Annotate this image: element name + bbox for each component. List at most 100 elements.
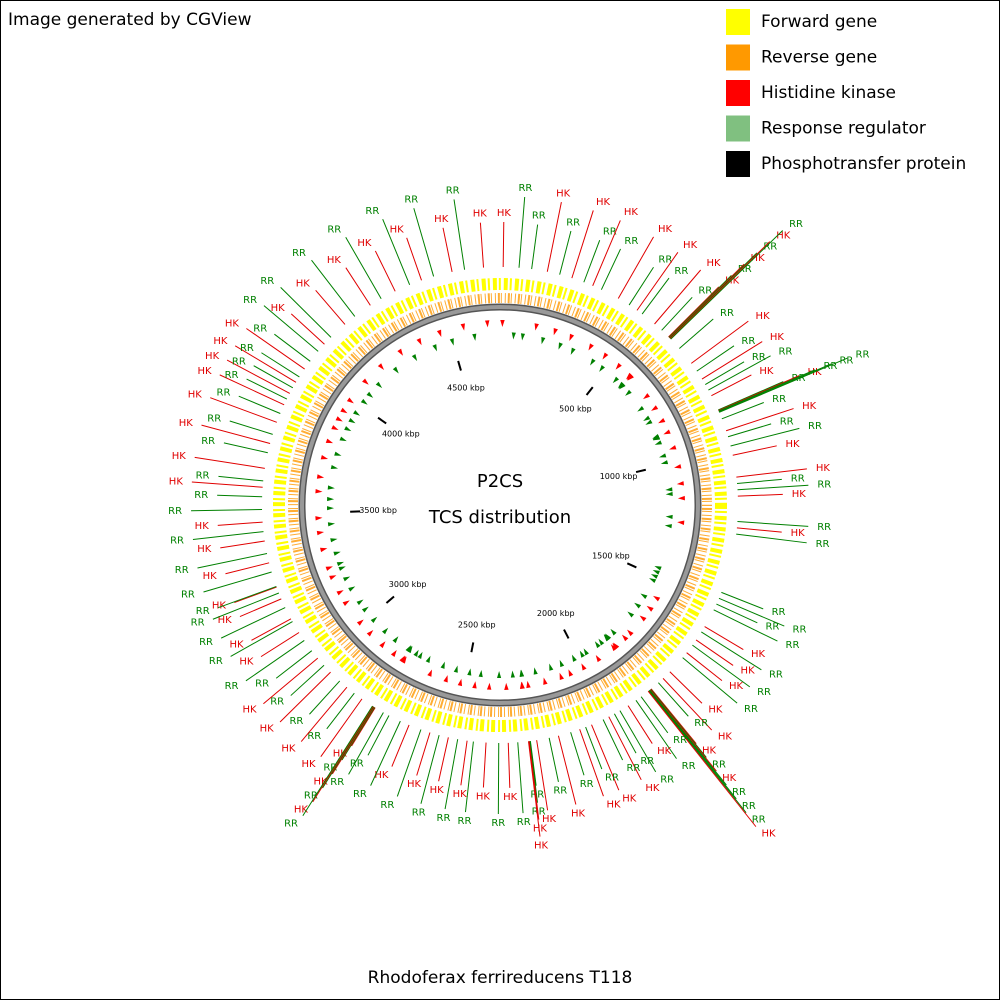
feature-line <box>320 698 363 758</box>
feature-line <box>223 442 268 454</box>
feature-label: RR <box>491 818 505 829</box>
feature-label: HK <box>333 749 348 760</box>
feature-line <box>518 196 526 268</box>
feature-marker <box>612 376 620 384</box>
feature-label: HK <box>776 230 791 241</box>
feature-label: RR <box>698 286 712 297</box>
tick-mark <box>457 360 462 371</box>
feature-line <box>619 710 657 773</box>
tick-mark <box>563 629 570 639</box>
feature-label: RR <box>225 370 239 381</box>
feature-line <box>345 237 382 300</box>
feature-line <box>529 741 539 803</box>
feature-marker <box>427 669 432 677</box>
feature-line <box>234 586 277 604</box>
feature-label: RR <box>605 772 619 783</box>
feature-line <box>192 531 264 541</box>
feature-label: HK <box>357 238 372 249</box>
feature-label: HK <box>242 705 257 716</box>
feature-label: HK <box>260 723 275 734</box>
feature-marker <box>353 410 361 416</box>
feature-marker <box>472 681 477 689</box>
feature-label: RR <box>791 474 805 485</box>
legend: Forward gene Reverse gene Histidine kinase… <box>726 9 966 177</box>
feature-label: RR <box>209 656 223 667</box>
feature-line <box>670 230 784 340</box>
feature-label: HK <box>606 800 621 811</box>
feature-line <box>300 686 348 742</box>
feature-line <box>696 345 735 372</box>
feature-line <box>279 671 331 723</box>
feature-line <box>531 224 539 270</box>
feature-label: RR <box>199 637 213 648</box>
feature-marker <box>571 654 577 662</box>
feature-label: HK <box>195 521 210 532</box>
tick-label: 3000 kbp <box>389 580 427 589</box>
feature-line <box>716 603 758 624</box>
feature-line <box>274 333 311 362</box>
feature-label: RR <box>327 224 341 235</box>
tick-mark <box>385 595 395 604</box>
feature-marker <box>627 611 635 618</box>
feature-marker <box>541 337 546 345</box>
feature-marker <box>453 665 458 673</box>
feature-label: HK <box>271 303 286 314</box>
feature-line <box>191 481 263 488</box>
feature-line <box>690 320 749 364</box>
feature-label: HK <box>645 783 660 794</box>
feature-label: HK <box>751 649 766 660</box>
feature-line <box>479 222 485 268</box>
feature-marker <box>665 491 673 497</box>
feature-label: HK <box>722 773 737 784</box>
tick-mark <box>470 642 475 653</box>
feature-marker <box>558 342 563 350</box>
feature-marker <box>327 522 336 527</box>
feature-line <box>382 218 411 286</box>
feature-line <box>719 357 848 413</box>
feature-label: RR <box>673 735 687 746</box>
feature-marker <box>500 320 505 328</box>
feature-line <box>682 657 738 704</box>
feature-line <box>246 378 288 400</box>
feature-marker <box>478 669 483 678</box>
feature-label: RR <box>772 607 786 618</box>
feature-marker <box>316 530 325 536</box>
legend-label: Phosphotransfer protein <box>761 154 966 174</box>
feature-marker <box>543 677 548 685</box>
feature-line <box>391 724 410 767</box>
feature-marker <box>569 333 575 342</box>
feature-label: HK <box>453 789 468 800</box>
feature-label: RR <box>270 697 284 708</box>
feature-line <box>275 650 313 679</box>
feature-line <box>548 737 559 783</box>
feature-label: RR <box>196 606 210 617</box>
caption: Rhodoferax ferrireducens T118 <box>368 968 633 988</box>
feature-label: RR <box>196 470 210 481</box>
feature-line <box>711 374 752 397</box>
feature-label: HK <box>657 746 672 757</box>
feature-label: RR <box>217 388 231 399</box>
feature-label: RR <box>823 361 837 372</box>
feature-marker <box>627 629 634 637</box>
feature-marker <box>677 520 685 525</box>
feature-label: RR <box>712 759 726 770</box>
feature-label: RR <box>255 679 269 690</box>
feature-label: RR <box>682 761 696 772</box>
feature-label: RR <box>817 480 831 491</box>
legend-swatch <box>726 44 750 71</box>
feature-line <box>225 562 270 575</box>
feature-marker <box>599 365 605 372</box>
feature-label: HK <box>390 224 405 235</box>
feature-line <box>737 493 783 497</box>
feature-label: HK <box>534 841 549 852</box>
feature-marker <box>425 655 431 663</box>
feature-line <box>464 741 474 813</box>
feature-marker <box>338 566 346 571</box>
feature-label: RR <box>412 807 426 818</box>
feature-label: HK <box>281 743 296 754</box>
feature-label: HK <box>571 808 586 819</box>
feature-line <box>406 237 422 281</box>
feature-marker <box>379 641 386 649</box>
feature-label: HK <box>533 824 548 835</box>
